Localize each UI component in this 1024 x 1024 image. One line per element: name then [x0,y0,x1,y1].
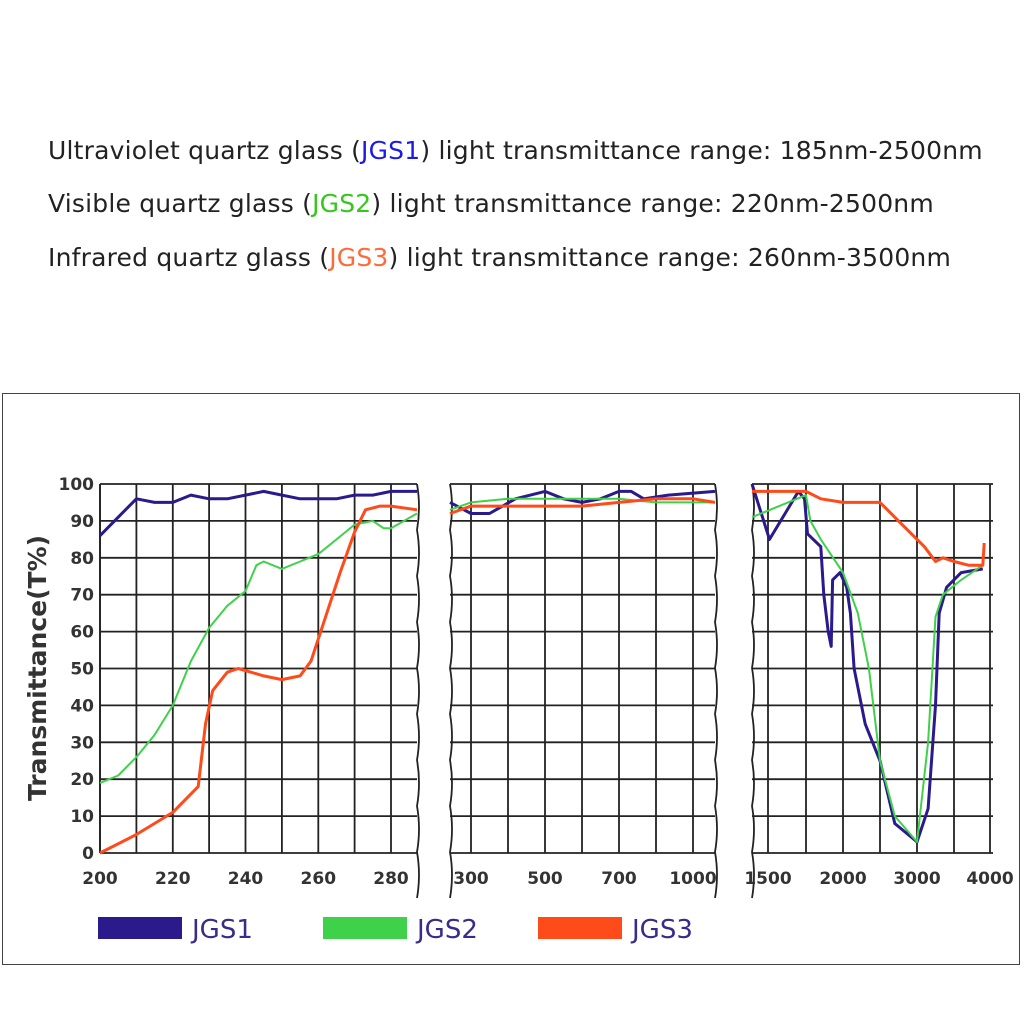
y-tick-label: 30 [70,733,94,753]
x-tick-label: 280 [373,869,409,889]
series-line-jgs1 [750,483,984,844]
x-tick-label: 300 [453,869,489,889]
y-tick-label: 0 [82,844,94,864]
y-tick-label: 50 [70,660,94,680]
y-tick-label: 90 [70,512,94,532]
header-line-jgs1: Ultraviolet quartz glass (JGS1) light tr… [48,136,983,165]
series-line-jgs3 [99,504,418,855]
legend-label-jgs1: JGS1 [190,915,253,945]
legend-label-jgs3: JGS3 [630,915,693,945]
code-jgs1: JGS1 [361,136,421,165]
line-text: ) light transmittance range: 185nm-2500n… [420,136,983,165]
y-tick-label: 60 [70,623,94,643]
line-text: Infrared quartz glass ( [48,243,330,272]
break-edge-left [449,483,453,899]
y-tick-label: 20 [70,770,94,790]
legend-swatch-jgs2 [323,917,407,939]
series-line-jgs3 [449,497,716,515]
line-text: ) light transmittance range: 220nm-2500n… [371,189,934,218]
y-tick-label: 100 [59,475,95,495]
x-tick-label: 220 [155,869,191,889]
line-text: Visible quartz glass ( [48,189,313,218]
x-tick-label: 1000 [669,869,716,889]
legend-label-jgs2: JGS2 [415,915,478,945]
legend-swatch-jgs1 [98,917,182,939]
series-line-jgs3 [752,489,986,567]
y-tick-label: 80 [70,549,94,569]
x-tick-label: 3000 [893,869,940,889]
y-tick-label: 70 [70,586,94,606]
x-tick-label: 2000 [819,869,866,889]
y-axis-label: Transmittance(T%) [23,535,52,801]
code-jgs3: JGS3 [329,243,389,272]
x-tick-label: 200 [82,869,118,889]
break-edge-left [751,483,755,899]
break-edge-right [714,483,718,899]
x-tick-label: 500 [527,869,563,889]
line-text: ) light transmittance range: 260nm-3500n… [388,243,952,272]
series-line-jgs1 [98,489,417,537]
chart-frame [2,393,1020,965]
header-line-jgs3: Infrared quartz glass (JGS3) light trans… [48,243,951,272]
series-line-jgs2 [751,494,984,843]
x-tick-label: 240 [228,869,264,889]
series-line-jgs2 [449,497,715,511]
x-tick-label: 700 [601,869,637,889]
legend-swatch-jgs3 [538,917,622,939]
header-line-jgs2: Visible quartz glass (JGS2) light transm… [48,189,934,218]
x-tick-label: 260 [301,869,337,889]
x-tick-label: 1500 [744,869,791,889]
series-line-jgs2 [99,512,418,784]
code-jgs2: JGS2 [312,189,372,218]
x-tick-label: 4000 [966,869,1013,889]
line-text: Ultraviolet quartz glass ( [48,136,362,165]
break-edge-right [416,483,420,899]
y-tick-label: 40 [70,696,94,716]
y-tick-label: 10 [70,807,94,827]
